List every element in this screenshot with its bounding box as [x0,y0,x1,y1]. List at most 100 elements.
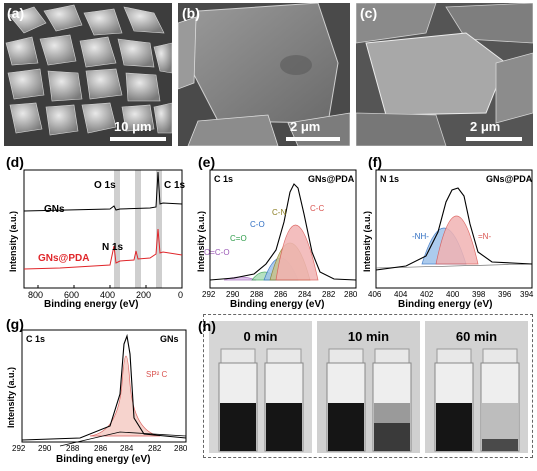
envelope [21,333,187,441]
tick-label: 280 [344,290,358,299]
baseline [375,263,533,269]
y-axis-label: Intensity (a.u.) [8,210,18,272]
tick-label: 286 [274,290,288,299]
vials-10min [317,321,420,453]
scale-label-c: 2 μm [470,119,501,134]
tick-label: 282 [322,290,336,299]
label-o1s: O 1s [94,180,116,191]
tick-label: 280 [174,444,188,453]
panel-title-right: GNs@PDA [308,174,355,184]
panel-letter-d: (d) [6,154,24,170]
panel-e: (e) C 1s GNs@PDA C-C C-N C-O C=O O=C-O 2… [194,152,362,310]
tick-label: 284 [120,444,134,453]
peak-label-c-o-double: C=O [230,234,247,243]
survey-spectrum-chart [23,169,183,289]
y-axis-label: Intensity (a.u.) [362,210,372,272]
peak-label-sp2: SP² C [146,370,168,379]
sem-image-a: (a) 10 μm [4,3,172,146]
time-label: 10 min [347,329,390,344]
vials-0min [209,321,312,453]
peak-label-co: C-O [250,220,265,229]
peak-label-oco: O=C-O [204,248,230,257]
sem-image-b: (b) 2 μm [178,3,350,146]
scale-label-b: 2 μm [290,119,321,134]
legend-gnspda: GNs@PDA [38,253,90,264]
series-gnspda [23,228,183,270]
sem-texture-b [178,3,350,146]
sem-image-c: (c) 2 μm [356,3,533,146]
peak-label-cn: C-N [272,208,287,217]
panel-title-right: GNs [160,334,179,344]
plot-frame [23,169,183,289]
label-c1s: C 1s [164,180,186,191]
c1s-pda-chart [209,169,357,289]
tick-label: 200 [136,290,152,300]
plot-frame [375,169,533,289]
scale-bar-b [286,137,340,141]
tick-label: 284 [298,290,312,299]
envelope [209,183,357,281]
tick-label: 400 [446,290,460,299]
c1s-gns-chart [21,329,187,447]
x-axis-label: Binding energy (eV) [44,299,139,310]
tick-label: 288 [250,290,264,299]
panel-letter-b: (b) [182,5,200,21]
sem-texture-c [356,3,533,146]
tick-label: 292 [12,444,26,453]
x-axis-label: Binding energy (eV) [230,299,325,310]
panel-title-left: C 1s [214,174,234,184]
tick-label: 396 [498,290,512,299]
tick-label: 800 [28,290,44,300]
y-axis-label: Intensity (a.u.) [6,366,16,428]
tick-label: 292 [202,290,216,299]
tick-label: 282 [148,444,162,453]
vial-photo-box: 0 min 10 min 60 min [203,314,533,458]
panel-letter-g: (g) [6,316,24,332]
envelope [375,187,533,271]
panel-d: (d) O 1s C 1s N 1s GNs GNs@PDA 800 600 4… [0,152,190,310]
tick-label: 290 [226,290,240,299]
plot-frame [21,329,187,443]
series-gns [23,171,183,212]
x-ticks [37,285,183,288]
tick-label: 402 [420,290,434,299]
panel-letter-e: (e) [198,154,216,170]
panel-g: (g) C 1s GNs SP² C 292 290 288 286 284 2… [0,314,196,466]
baseline [59,431,187,447]
peak-sp2 [89,355,161,437]
time-label: 60 min [455,329,498,344]
tick-label: 600 [64,290,80,300]
tick-label: 0 [178,290,184,300]
tick-label: 404 [394,290,408,299]
panel-letter-a: (a) [7,5,25,21]
tick-label: 290 [38,444,52,453]
label-n1s: N 1s [102,242,124,253]
x-axis-label: Binding energy (eV) [398,299,493,310]
plot-frame [209,169,357,289]
tick-label: 394 [520,290,534,299]
scale-label-a: 10 μm [114,119,152,134]
scale-bar-a [110,137,166,141]
panel-f: (f) N 1s GNs@PDA -NH- =N- 406 404 402 40… [362,152,536,310]
band-n1s [135,170,141,288]
y-axis-label: Intensity (a.u.) [196,210,206,272]
tick-label: 288 [66,444,80,453]
sem-texture-a [4,3,172,146]
scale-bar-c [466,137,522,141]
vial-photo-0min: 0 min [209,321,312,453]
time-label: 0 min [243,329,278,344]
tick-label: 286 [94,444,108,453]
n1s-pda-chart [375,169,533,289]
band-c1s [156,170,162,288]
tick-label: 406 [368,290,382,299]
peak-label-nh: -NH- [412,232,429,241]
vials-60min [425,321,528,453]
tick-label: 398 [472,290,486,299]
panel-letter-f: (f) [368,154,382,170]
peak-cc [275,224,319,281]
panel-title-left: N 1s [380,174,400,184]
legend-gns: GNs [44,204,65,215]
tick-label: 400 [100,290,116,300]
band-o1s [114,170,120,288]
peak-label-n-eq: =N- [478,232,492,241]
